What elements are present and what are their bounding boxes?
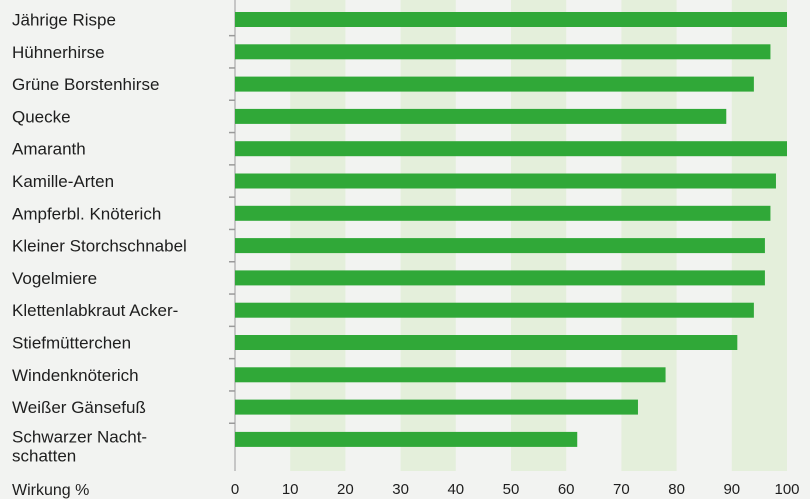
bar-9	[235, 302, 754, 318]
bar-8	[235, 270, 765, 286]
bar-2	[235, 76, 754, 92]
category-label-4: Amaranth	[12, 140, 86, 159]
x-tick-label-6: 60	[558, 481, 575, 498]
bar-0	[235, 12, 787, 27]
category-label-5: Kamille-Arten	[12, 172, 114, 191]
category-label-3: Quecke	[12, 107, 71, 126]
bar-7	[235, 238, 765, 254]
x-tick-label-2: 20	[337, 481, 354, 498]
x-tick-label-9: 90	[723, 481, 740, 498]
x-tick-label-8: 80	[668, 481, 685, 498]
category-labels: Jährige Rispe Hühnerhirse Grüne Borstenhi…	[12, 11, 187, 466]
category-label-10: Stiefmütterchen	[12, 334, 131, 353]
category-label-13: Schwarzer Nacht-schatten	[12, 427, 147, 465]
category-label-9: Klettenlabkraut Acker-	[12, 301, 178, 320]
category-label-7: Kleiner Storchschnabel	[12, 237, 187, 256]
x-tick-label-10: 100	[774, 481, 799, 498]
bar-3	[235, 108, 727, 124]
category-label-1: Hühnerhirse	[12, 43, 105, 62]
category-label-11: Windenknöterich	[12, 366, 139, 385]
band-4	[731, 0, 787, 471]
x-tick-label-1: 10	[282, 481, 299, 498]
bar-11	[235, 367, 666, 383]
category-label-8: Vogelmiere	[12, 269, 97, 288]
x-tick-label-4: 40	[447, 481, 464, 498]
category-label-2: Grüne Borstenhirse	[12, 75, 159, 94]
category-label-6: Ampferbl. Knöterich	[12, 204, 161, 223]
x-tick-label-0: 0	[231, 481, 239, 498]
x-axis-title: Wirkung %	[12, 482, 89, 499]
bar-13	[235, 431, 578, 447]
bar-12	[235, 399, 638, 415]
x-tick-label-7: 70	[613, 481, 630, 498]
bar-6	[235, 205, 771, 221]
x-tick-label-5: 50	[503, 481, 520, 498]
y-axis	[229, 0, 236, 471]
bars	[235, 12, 787, 447]
x-tick-labels: 0 10 20 30 40 50 60 70 80 90 100	[231, 481, 800, 498]
bar-1	[235, 44, 771, 60]
bar-5	[235, 173, 776, 189]
x-tick-label-3: 30	[392, 481, 409, 498]
category-label-12: Weißer Gänsefuß	[12, 398, 146, 417]
bar-10	[235, 335, 738, 350]
bar-4	[235, 141, 787, 157]
category-label-0: Jährige Rispe	[12, 11, 116, 30]
